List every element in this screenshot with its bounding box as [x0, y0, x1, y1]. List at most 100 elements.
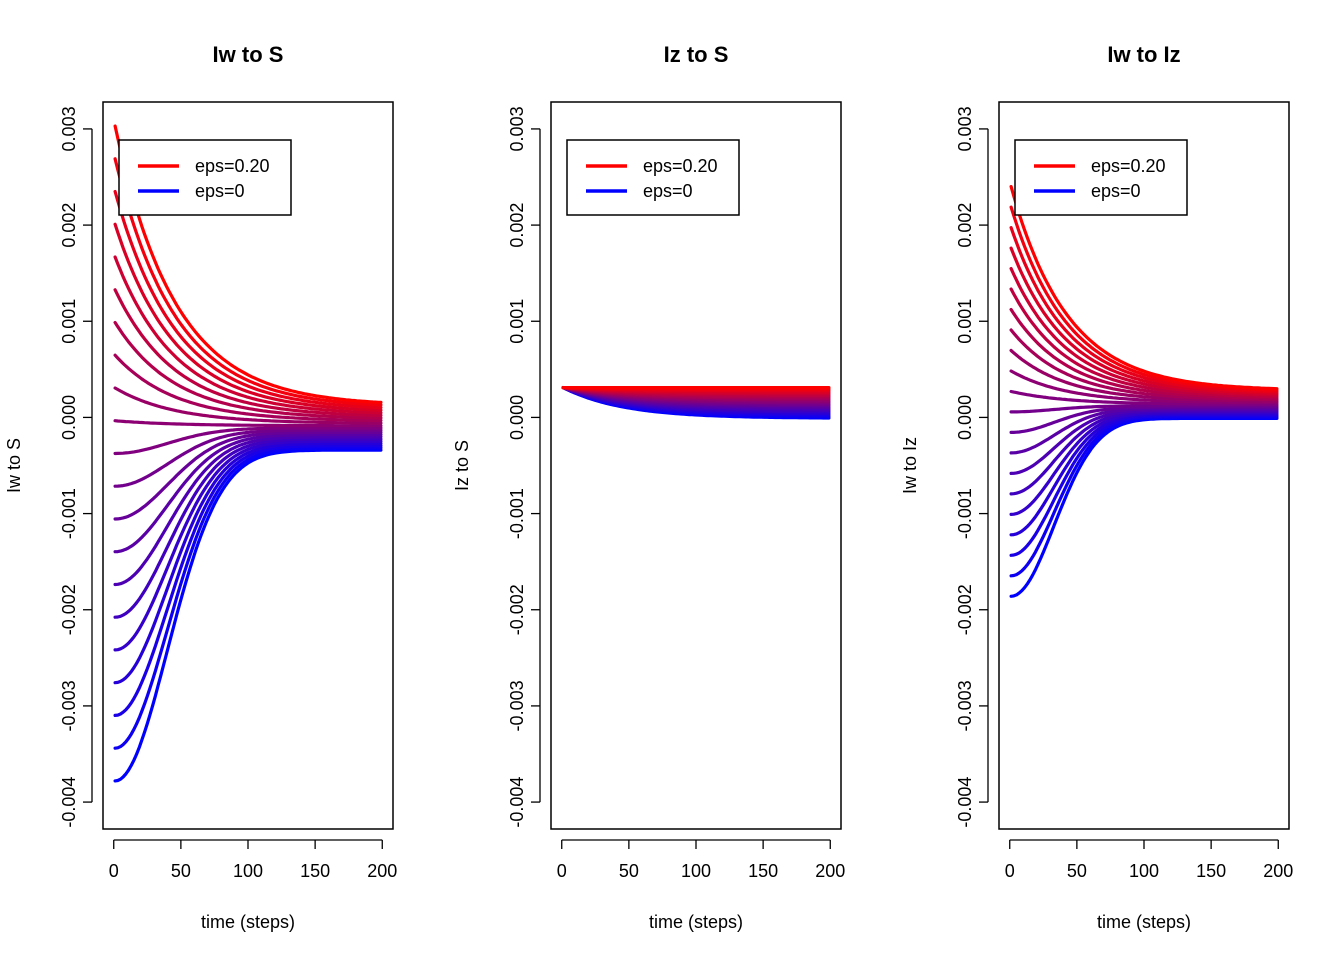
x-tick-label: 150 — [1196, 861, 1226, 881]
y-tick-label: 0.000 — [507, 395, 527, 440]
x-tick-label: 100 — [233, 861, 263, 881]
x-tick-label: 150 — [300, 861, 330, 881]
series-line-18 — [113, 222, 383, 412]
plot-frame — [550, 101, 842, 830]
x-tick-label: 0 — [1005, 861, 1015, 881]
y-tick-label: -0.004 — [955, 777, 975, 828]
series-line-12 — [113, 419, 383, 428]
panel-3: Iw to Iz 0 50 100 150 200 time (steps) -0.004 -0… — [900, 42, 1293, 932]
y-tick-label: -0.003 — [507, 680, 527, 731]
series-line-14 — [113, 353, 383, 423]
y-tick-label: 0.003 — [507, 106, 527, 151]
legend-label-2: eps=0 — [1091, 181, 1141, 201]
x-axis-label: time (steps) — [201, 912, 295, 932]
series-line-11 — [1009, 389, 1279, 406]
x-tick-label: 100 — [1129, 861, 1159, 881]
series-line-3 — [113, 444, 383, 718]
x-tick-label: 0 — [557, 861, 567, 881]
y-tick-label: 0.000 — [955, 395, 975, 440]
y-tick-label: 0.002 — [955, 203, 975, 248]
series-line-14 — [1009, 328, 1279, 402]
legend-label-1: eps=0.20 — [195, 156, 270, 176]
y-tick-label: -0.002 — [955, 584, 975, 635]
y-tick-label: 0.000 — [59, 395, 79, 440]
x-axis-label: time (steps) — [1097, 912, 1191, 932]
y-tick-label: 0.001 — [59, 299, 79, 344]
legend: eps=0.20 eps=0 — [118, 139, 292, 216]
series-group — [113, 124, 383, 783]
panel-2: Iz to S 0 50 100 150 200 time (steps) -0.004 -0.… — [452, 42, 845, 932]
series-line-12 — [1009, 369, 1279, 405]
y-tick-label: -0.004 — [59, 777, 79, 828]
series-group — [1009, 185, 1279, 598]
y-tick-label: 0.003 — [955, 106, 975, 151]
series-line-19 — [1009, 226, 1279, 394]
legend-box — [566, 139, 740, 216]
series-line-17 — [113, 255, 383, 415]
series-line-13 — [113, 386, 383, 425]
y-axis-label: Iw to Iz — [900, 437, 920, 494]
series-line-2 — [113, 446, 383, 750]
y-axis-label: Iw to S — [4, 438, 24, 493]
legend-box — [1014, 139, 1188, 216]
y-tick-label: -0.001 — [507, 488, 527, 539]
x-tick-label: 100 — [681, 861, 711, 881]
panel-1: Iw to S 0 50 100 150 200 time (steps) -0.004 -0.… — [4, 42, 397, 932]
legend-box — [118, 139, 292, 216]
series-line-21 — [113, 124, 383, 404]
legend: eps=0.20 eps=0 — [1014, 139, 1188, 216]
legend-label-1: eps=0.20 — [1091, 156, 1166, 176]
y-tick-label: -0.002 — [507, 584, 527, 635]
series-line-16 — [1009, 287, 1279, 399]
series-line-8 — [113, 433, 383, 554]
x-tick-label: 200 — [815, 861, 845, 881]
series-line-9 — [113, 430, 383, 521]
plot-frame — [102, 101, 394, 830]
series-line-4 — [113, 441, 383, 685]
x-tick-label: 50 — [619, 861, 639, 881]
series-line-18 — [1009, 246, 1279, 395]
series-line-11 — [113, 426, 383, 456]
y-tick-label: 0.001 — [955, 299, 975, 344]
y-tick-label: -0.003 — [955, 680, 975, 731]
series-line-19 — [113, 189, 383, 410]
series-line-5 — [113, 439, 383, 652]
x-axis-label: time (steps) — [649, 912, 743, 932]
series-line-2 — [1009, 415, 1279, 578]
series-line-13 — [1009, 348, 1279, 403]
series-group — [561, 386, 831, 420]
series-line-21 — [1009, 185, 1279, 391]
series-line-10 — [113, 428, 383, 488]
y-tick-label: -0.001 — [59, 488, 79, 539]
legend: eps=0.20 eps=0 — [566, 139, 740, 216]
y-tick-label: 0.003 — [59, 106, 79, 151]
series-line-15 — [113, 320, 383, 420]
x-tick-label: 150 — [748, 861, 778, 881]
y-tick-label: -0.002 — [59, 584, 79, 635]
series-line-15 — [1009, 307, 1279, 400]
legend-label-1: eps=0.20 — [643, 156, 718, 176]
chart-title: Iz to S — [664, 42, 729, 67]
y-tick-label: 0.001 — [507, 299, 527, 344]
series-line-17 — [1009, 267, 1279, 397]
series-line-6 — [113, 437, 383, 619]
series-line-16 — [113, 288, 383, 417]
x-tick-label: 200 — [367, 861, 397, 881]
y-axis-label: Iz to S — [452, 440, 472, 491]
y-tick-label: -0.001 — [955, 488, 975, 539]
chart-title: Iw to Iz — [1107, 42, 1180, 67]
series-line-1 — [113, 448, 383, 783]
series-line-20 — [1009, 205, 1279, 392]
y-tick-label: -0.004 — [507, 777, 527, 828]
x-tick-label: 50 — [1067, 861, 1087, 881]
x-tick-label: 50 — [171, 861, 191, 881]
legend-label-2: eps=0 — [195, 181, 245, 201]
x-tick-label: 200 — [1263, 861, 1293, 881]
plot-frame — [998, 101, 1290, 830]
chart-title: Iw to S — [213, 42, 284, 67]
series-line-7 — [113, 435, 383, 587]
y-tick-label: -0.003 — [59, 680, 79, 731]
series-line-20 — [113, 157, 383, 407]
legend-label-2: eps=0 — [643, 181, 693, 201]
